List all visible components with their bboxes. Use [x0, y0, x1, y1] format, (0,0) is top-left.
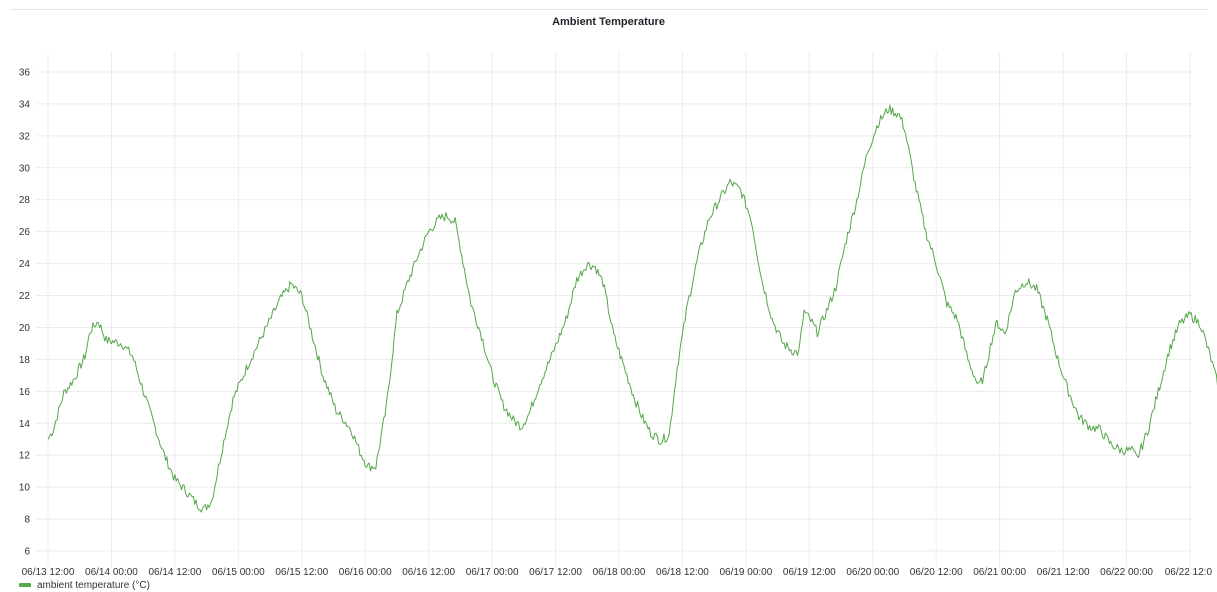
x-tick-label: 06/19 00:00 [719, 567, 772, 578]
y-tick-label: 20 [19, 323, 31, 334]
x-tick-label: 06/15 12:00 [275, 567, 328, 578]
grid-lines [36, 52, 1192, 567]
legend-swatch-icon [19, 583, 31, 587]
legend-label: ambient temperature (°C) [37, 579, 150, 591]
y-tick-label: 6 [24, 547, 30, 558]
y-tick-label: 34 [19, 99, 31, 110]
x-tick-label: 06/19 12:00 [783, 567, 836, 578]
x-tick-label: 06/22 00:00 [1100, 567, 1153, 578]
x-tick-label: 06/13 12:00 [22, 567, 75, 578]
y-tick-label: 14 [19, 419, 31, 430]
y-tick-label: 10 [19, 483, 31, 494]
y-tick-label: 8 [24, 515, 30, 526]
x-tick-label: 06/15 00:00 [212, 567, 265, 578]
x-tick-label: 06/21 12:00 [1037, 567, 1090, 578]
y-tick-label: 12 [19, 451, 31, 462]
x-tick-label: 06/14 00:00 [85, 567, 138, 578]
series-line-ambient-temperature [47, 104, 1217, 513]
y-tick-label: 32 [19, 131, 31, 142]
x-tick-label: 06/20 00:00 [846, 567, 899, 578]
legend[interactable]: ambient temperature (°C) [19, 578, 150, 592]
y-tick-label: 30 [19, 163, 31, 174]
x-tick-label: 06/16 00:00 [339, 567, 392, 578]
x-tick-label: 06/20 12:00 [910, 567, 963, 578]
series-layer [47, 104, 1217, 513]
y-tick-label: 22 [19, 291, 31, 302]
x-tick-label: 06/21 00:00 [973, 567, 1026, 578]
y-tick-label: 24 [19, 259, 31, 270]
x-axis: 06/13 12:00 06/14 00:00 06/14 12:00 06/15 0… [22, 567, 1213, 578]
y-axis: 6 8 10 12 14 16 18 20 22 24 26 28 30 32 34 36 [19, 67, 31, 557]
y-tick-label: 16 [19, 387, 31, 398]
x-tick-label: 06/17 12:00 [529, 567, 582, 578]
x-tick-label: 06/17 00:00 [466, 567, 519, 578]
panel-title: Ambient Temperature [552, 16, 665, 28]
panel-top-rule [10, 9, 1207, 10]
x-tick-label: 06/16 12:00 [402, 567, 455, 578]
x-tick-label: 06/22 12:0 [1165, 567, 1213, 578]
y-tick-label: 28 [19, 195, 31, 206]
x-tick-label: 06/18 12:00 [656, 567, 709, 578]
x-tick-label: 06/18 00:00 [593, 567, 646, 578]
y-tick-label: 36 [19, 67, 31, 78]
y-tick-label: 18 [19, 355, 31, 366]
y-tick-label: 26 [19, 227, 31, 238]
x-tick-label: 06/14 12:00 [148, 567, 201, 578]
